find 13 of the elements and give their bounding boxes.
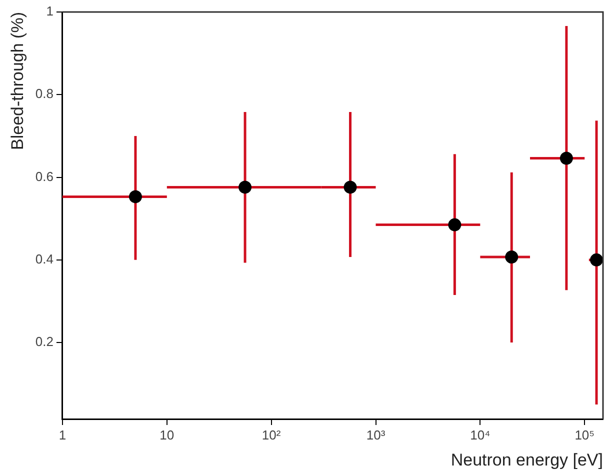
x-tick-label: 10 bbox=[160, 427, 174, 442]
x-tick-label: 1 bbox=[58, 427, 66, 442]
y-tick-label: 0.8 bbox=[35, 86, 54, 102]
y-tick-label: 0.2 bbox=[35, 334, 54, 350]
y-axis-title: Bleed-through (%) bbox=[8, 12, 27, 150]
x-tick-label: 10⁴ bbox=[470, 427, 490, 442]
x-tick-label: 10³ bbox=[366, 427, 386, 442]
y-tick-label: 0.4 bbox=[35, 251, 54, 266]
x-tick-label: 10⁵ bbox=[574, 427, 595, 442]
y-tick-label: 1 bbox=[46, 4, 54, 19]
x-axis-title: Neutron energy [eV] bbox=[450, 450, 603, 470]
y-tick-label: 0.6 bbox=[35, 168, 54, 184]
x-tick-label: 10² bbox=[262, 427, 282, 442]
